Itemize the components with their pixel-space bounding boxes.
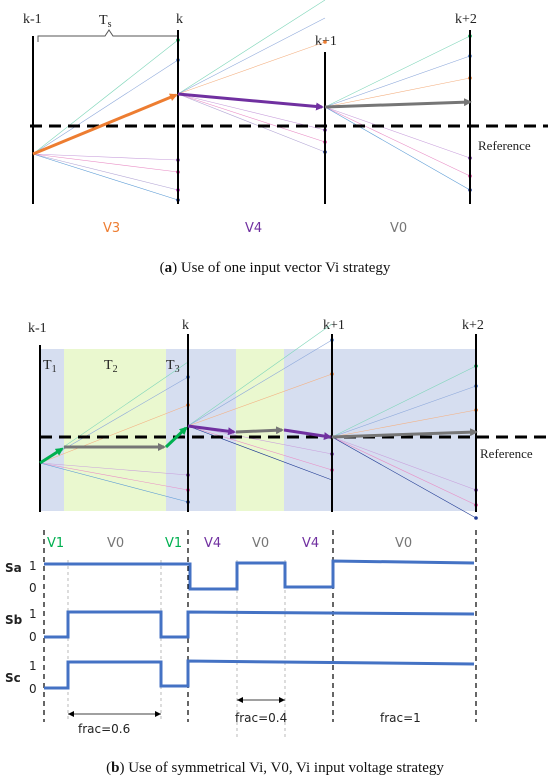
reference-label-b: Reference — [480, 446, 533, 461]
vector-label-v4: V4 — [245, 221, 262, 236]
selected-vector-v0 — [324, 98, 472, 109]
sb-level-0: 0 — [29, 630, 37, 644]
seq-label-v1-a: V1 — [47, 536, 64, 551]
selected-vector-v4 — [177, 92, 324, 111]
waveform-sc — [44, 659, 475, 690]
seq-label-v4-a: V4 — [204, 536, 221, 551]
t1-label: T1 — [43, 358, 57, 375]
sb-level-1: 1 — [29, 607, 37, 621]
vector-label-v0: V0 — [390, 221, 407, 236]
seq-label-v0-b: V0 — [252, 536, 269, 551]
reference-label-a: Reference — [478, 138, 531, 153]
seq-label-v1-b: V1 — [165, 536, 182, 551]
t2-label: T2 — [104, 358, 118, 375]
panel-a: Ts k-1 k k+1 k+2 — [23, 0, 548, 276]
arrowhead-icon — [155, 711, 161, 717]
frac-label-2: frac=0.4 — [235, 711, 287, 725]
arrowhead-icon — [237, 697, 243, 703]
signal-label-sc: Sc — [5, 671, 21, 685]
label-k-plus-2: k+2 — [455, 12, 477, 27]
sc-level-0: 0 — [29, 682, 37, 696]
label-b-k-plus-1: k+1 — [323, 318, 345, 333]
seq-label-v0-c: V0 — [395, 536, 412, 551]
ts-brace — [37, 29, 179, 42]
selected-vector-v3 — [32, 93, 178, 156]
candidate-trajectories-b — [39, 323, 477, 519]
vector-b-v1-second — [164, 426, 188, 449]
label-k: k — [176, 12, 183, 27]
ts-label: Ts — [99, 13, 112, 30]
vector-label-v3: V3 — [103, 221, 120, 236]
waveform-sa — [44, 559, 475, 591]
frac-label-3: frac=1 — [380, 711, 421, 725]
label-b-k-minus-1: k-1 — [28, 321, 47, 336]
timing-bands — [40, 349, 476, 511]
panel-b: k-1 k k+1 k+2 T1 T2 T3 — [5, 318, 548, 776]
signal-label-sb: Sb — [5, 613, 23, 627]
vector-b-v0-second — [235, 426, 284, 435]
sc-level-1: 1 — [29, 659, 37, 673]
caption-a: (a) Use of one input vector Vi strategy — [160, 260, 391, 276]
waveform-sb — [44, 610, 475, 639]
vector-b-v1-first — [39, 447, 64, 465]
sa-level-1: 1 — [29, 559, 37, 573]
label-b-k: k — [182, 318, 189, 333]
timing-guides — [43, 530, 477, 722]
signal-label-sa: Sa — [5, 561, 22, 575]
vector-b-v4-first — [187, 424, 236, 436]
vector-b-v0-third — [331, 428, 478, 439]
label-b-k-plus-2: k+2 — [462, 318, 484, 333]
seq-label-v4-b: V4 — [302, 536, 319, 551]
arrowhead-icon — [68, 711, 74, 717]
label-k-minus-1: k-1 — [23, 12, 42, 27]
vector-b-v4-second — [283, 428, 332, 441]
seq-label-v0-a: V0 — [107, 536, 124, 551]
caption-b: (b) Use of symmetrical Vi, V0, Vi input … — [106, 760, 444, 776]
frac-label-1: frac=0.6 — [78, 722, 130, 736]
candidate-trajectories-a — [32, 0, 471, 201]
sa-level-0: 0 — [29, 581, 37, 595]
arrowhead-icon — [279, 697, 285, 703]
